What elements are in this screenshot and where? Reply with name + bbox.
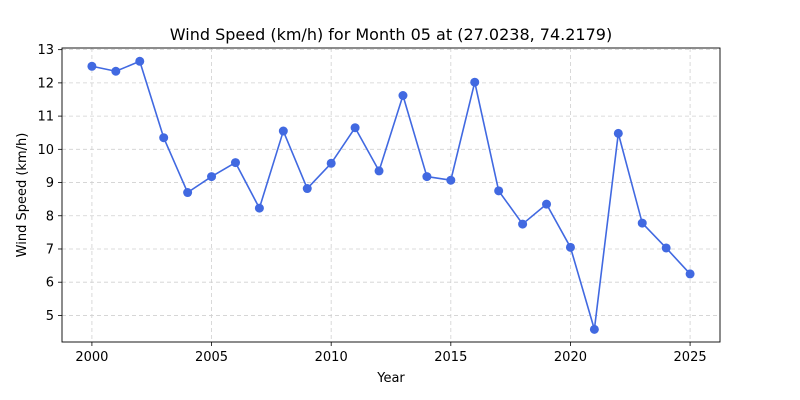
x-axis-label: Year [376, 371, 405, 386]
y-tick-label: 11 [37, 110, 54, 125]
x-tick-label: 2005 [195, 350, 228, 365]
y-tick-label: 6 [46, 276, 54, 291]
data-point [326, 158, 336, 168]
data-point [589, 324, 599, 334]
x-tick-label: 2025 [674, 350, 707, 365]
plot-frame [61, 47, 721, 343]
y-tick-label: 13 [37, 43, 54, 58]
data-point [470, 77, 480, 87]
data-point [518, 219, 528, 229]
data-point [613, 128, 623, 138]
data-point [398, 91, 408, 101]
series-line [91, 60, 691, 331]
y-tick-label: 5 [46, 309, 54, 324]
data-point [374, 166, 384, 176]
x-tick-label: 2000 [75, 350, 108, 365]
data-point [230, 158, 240, 168]
y-tick-label: 7 [46, 242, 54, 257]
x-tick-label: 2010 [315, 350, 348, 365]
series-wind-speed [87, 56, 695, 334]
data-point [183, 188, 193, 198]
data-point [350, 123, 360, 133]
data-point [542, 199, 552, 209]
data-point [685, 269, 695, 279]
data-point [111, 66, 121, 76]
y-tick-label: 12 [37, 76, 54, 91]
data-point [278, 126, 288, 136]
y-axis-label: Wind Speed (km/h) [15, 133, 30, 258]
grid-lines [62, 48, 720, 342]
y-axis-ticks: 5 6 7 8 9 10 11 12 13 [37, 43, 62, 324]
data-point [159, 133, 169, 143]
data-point [207, 172, 217, 182]
data-point [446, 175, 456, 185]
chart-title: Wind Speed (km/h) for Month 05 at (27.02… [170, 25, 612, 44]
y-tick-label: 10 [37, 143, 54, 158]
x-tick-label: 2020 [554, 350, 587, 365]
data-point [422, 172, 432, 182]
axes-frame [61, 47, 721, 343]
x-tick-label: 2015 [434, 350, 467, 365]
data-point [661, 243, 671, 253]
data-point [302, 184, 312, 194]
data-point [254, 203, 264, 213]
data-point [637, 218, 647, 228]
y-tick-label: 9 [46, 176, 54, 191]
data-point [565, 242, 575, 252]
data-point [87, 61, 97, 71]
data-point [494, 186, 504, 196]
x-axis-ticks: 2000 2005 2010 2015 2020 2025 [75, 342, 707, 365]
data-point [135, 56, 145, 66]
y-tick-label: 8 [46, 209, 54, 224]
